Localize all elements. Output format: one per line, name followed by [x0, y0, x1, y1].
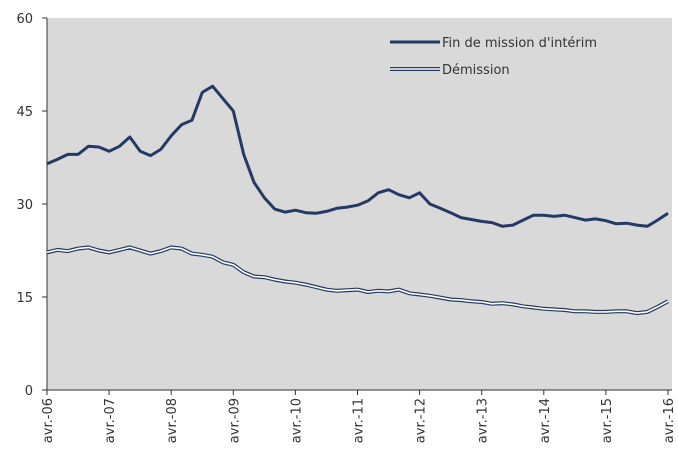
x-tick-label: avr.-14 — [538, 398, 553, 443]
y-tick-label: 60 — [16, 12, 33, 27]
x-tick-label: avr.-09 — [227, 398, 242, 443]
series-line — [46, 84, 669, 228]
y-tick-label: 15 — [16, 291, 33, 306]
y-tick-label: 0 — [25, 384, 33, 399]
y-tick-label: 45 — [16, 105, 33, 120]
legend-label: Démission — [442, 63, 510, 78]
x-tick-label: avr.-16 — [662, 398, 677, 443]
x-tick-label: avr.-13 — [476, 398, 491, 443]
x-tick-label: avr.-11 — [352, 398, 367, 443]
legend-label: Fin de mission d'intérim — [442, 36, 597, 51]
x-tick-label: avr.-15 — [600, 398, 615, 443]
x-tick-label: avr.-06 — [41, 398, 56, 443]
y-tick-label: 30 — [16, 198, 33, 213]
series-line-inner — [46, 246, 669, 314]
x-tick-label: avr.-08 — [165, 398, 180, 443]
x-tick-label: avr.-10 — [289, 398, 304, 443]
x-tick-label: avr.-12 — [414, 398, 429, 443]
x-tick-label: avr.-07 — [103, 398, 118, 443]
